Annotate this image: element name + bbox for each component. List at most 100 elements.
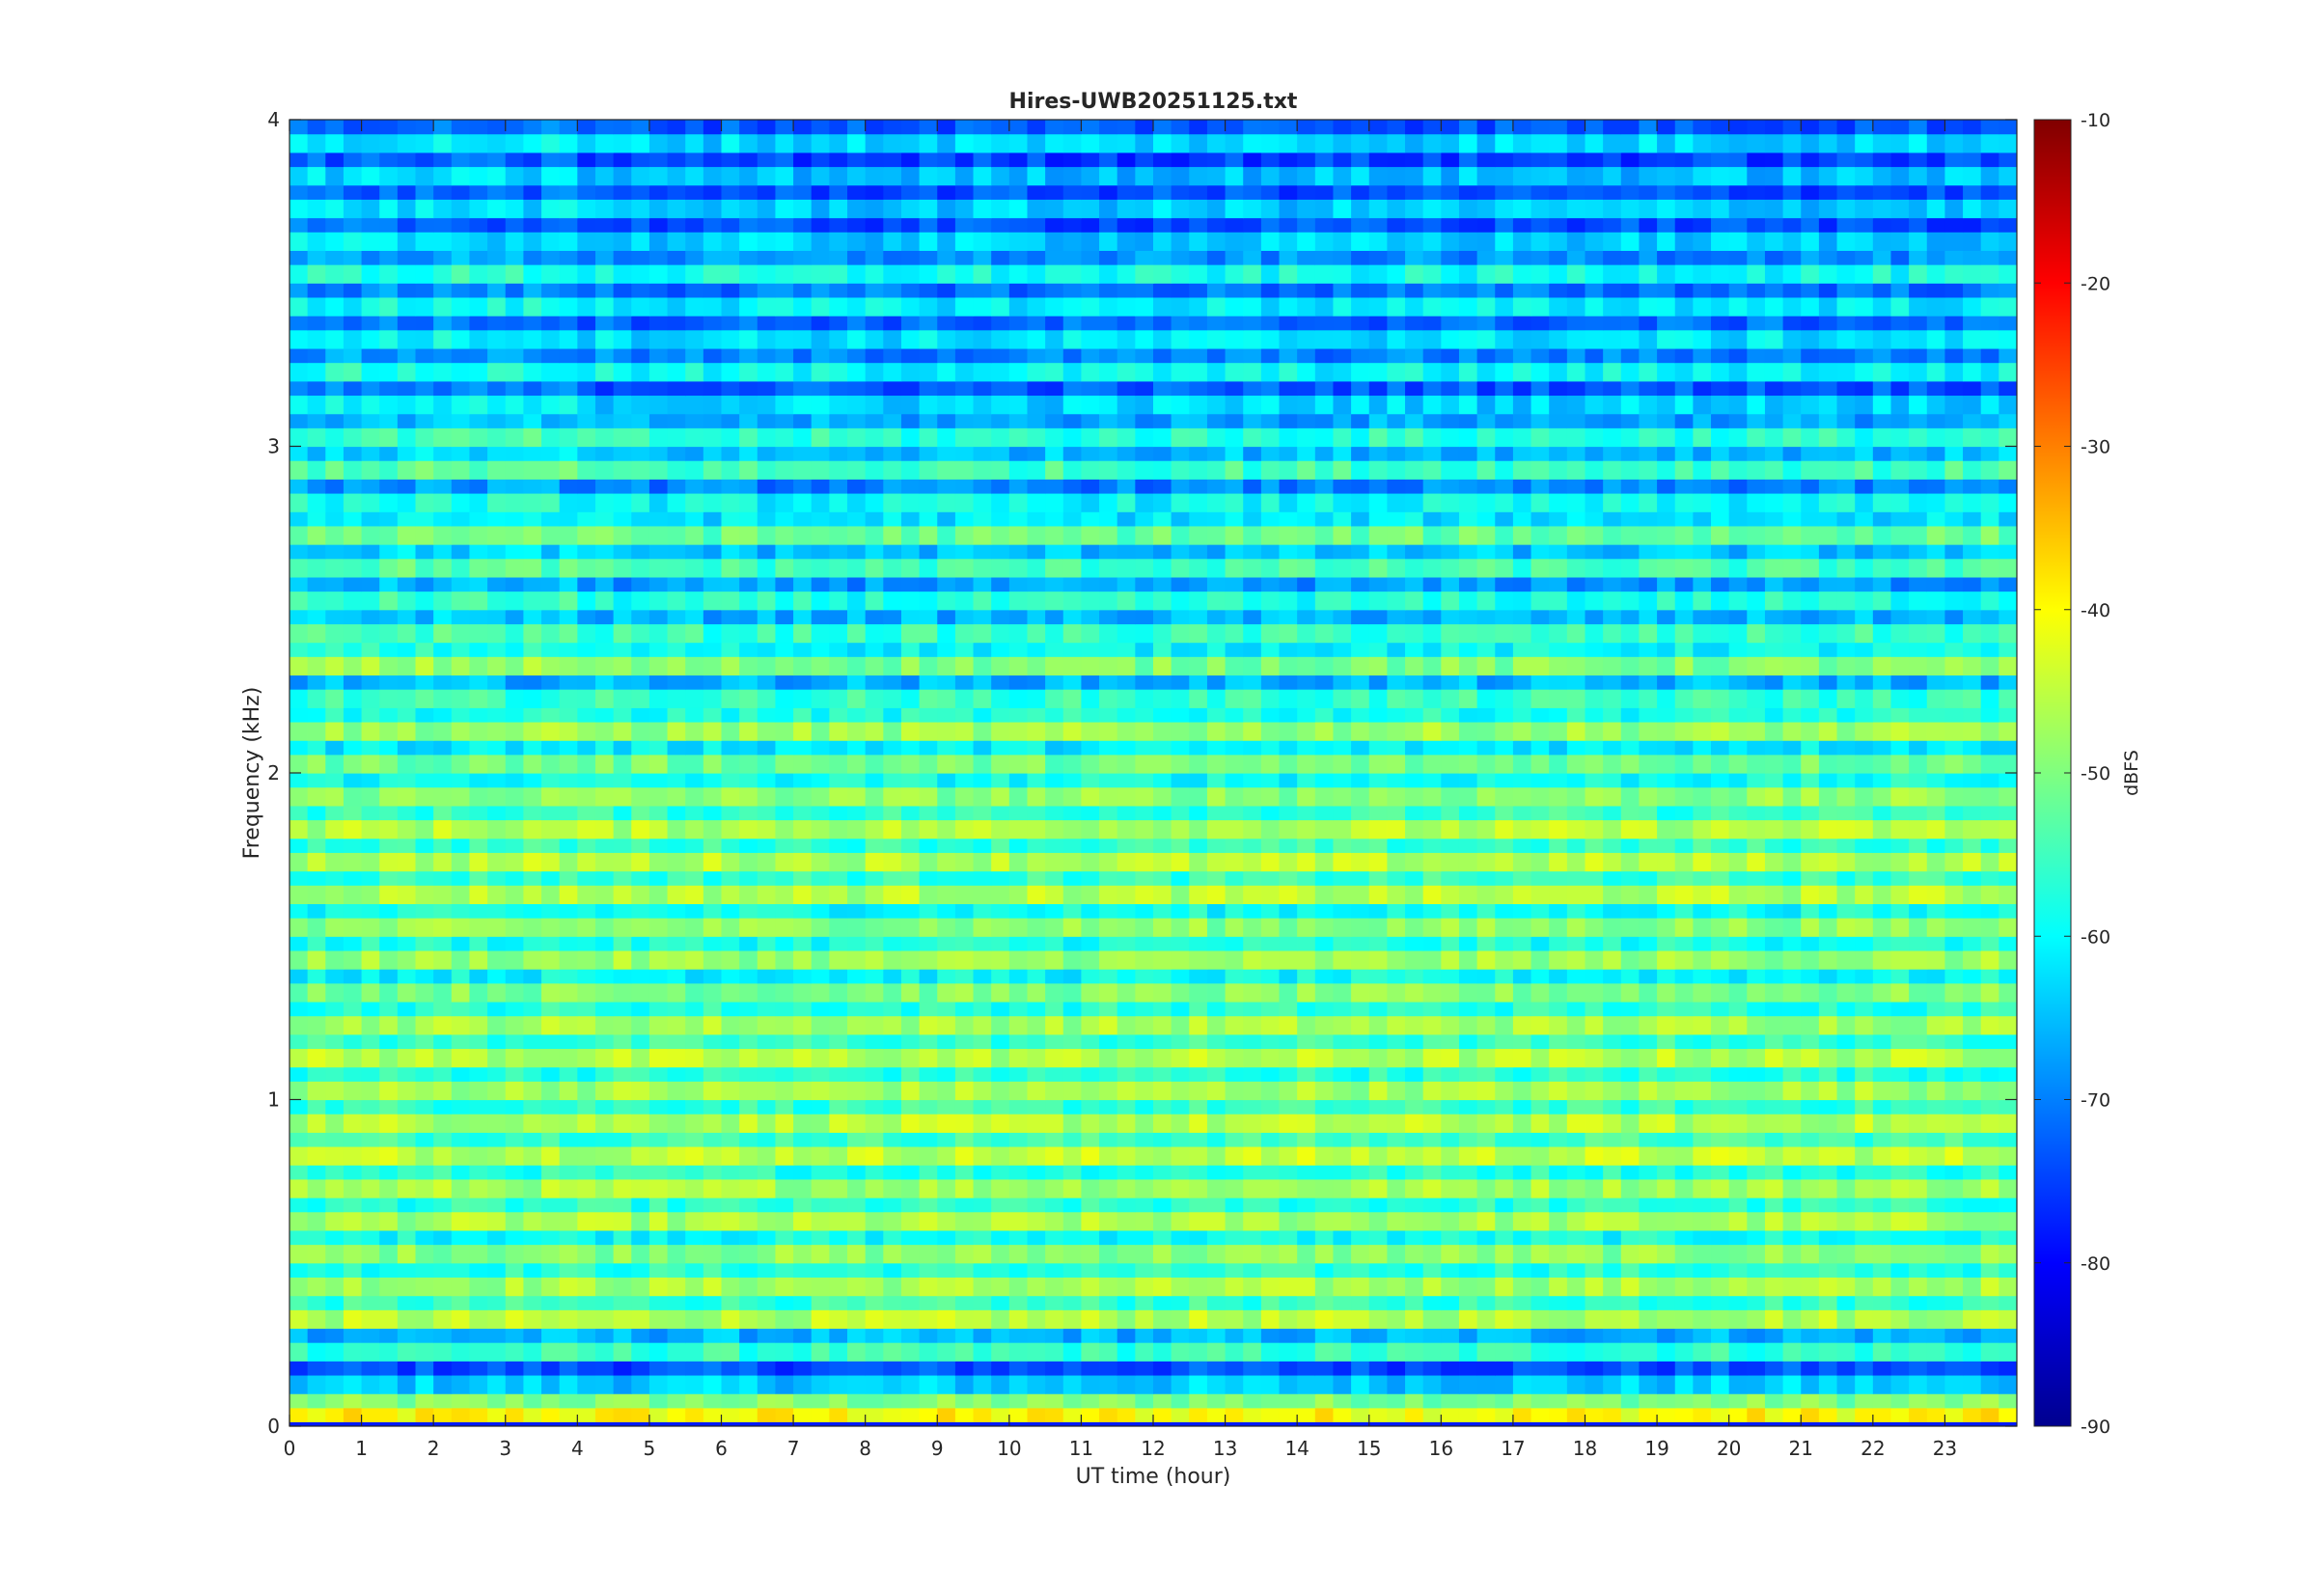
heatmap-cell bbox=[1872, 983, 1892, 1003]
heatmap-cell bbox=[1782, 936, 1802, 952]
heatmap-cell bbox=[1909, 773, 1928, 788]
heatmap-cell bbox=[559, 1165, 578, 1181]
heatmap-cell bbox=[1441, 1033, 1460, 1050]
heatmap-cell bbox=[1458, 740, 1478, 756]
heatmap-cell bbox=[451, 1016, 471, 1035]
heatmap-cell bbox=[1836, 642, 1856, 658]
heatmap-cell bbox=[1243, 1114, 1262, 1133]
heatmap-cell bbox=[1926, 722, 1946, 741]
heatmap-cell bbox=[1458, 707, 1478, 724]
heatmap-cell bbox=[469, 1132, 488, 1148]
heatmap-cell bbox=[1620, 1049, 1640, 1068]
heatmap-cell bbox=[703, 592, 723, 611]
heatmap-cell bbox=[1314, 642, 1335, 658]
heatmap-cell bbox=[721, 1001, 740, 1017]
heatmap-cell bbox=[1657, 983, 1676, 1003]
heatmap-cell bbox=[541, 1295, 561, 1311]
heatmap-cell bbox=[775, 1081, 794, 1101]
heatmap-cell bbox=[1872, 1408, 1892, 1426]
heatmap-cell bbox=[1368, 1114, 1388, 1133]
heatmap-cell bbox=[613, 1393, 632, 1409]
heatmap-cell bbox=[1333, 707, 1352, 724]
heatmap-cell bbox=[594, 918, 615, 937]
heatmap-cell bbox=[1260, 950, 1281, 970]
heatmap-cell bbox=[1153, 1309, 1172, 1330]
heatmap-cell bbox=[1045, 1393, 1064, 1409]
heatmap-cell bbox=[1476, 885, 1496, 904]
heatmap-cell bbox=[1476, 592, 1496, 611]
heatmap-cell bbox=[523, 969, 542, 984]
heatmap-cell bbox=[1099, 1277, 1118, 1297]
heatmap-cell bbox=[325, 1033, 345, 1050]
heatmap-cell bbox=[937, 773, 956, 788]
heatmap-cell bbox=[415, 1033, 434, 1050]
heatmap-cell bbox=[1926, 983, 1946, 1003]
heatmap-cell bbox=[793, 755, 813, 774]
heatmap-cell bbox=[1062, 1146, 1083, 1166]
heatmap-cell bbox=[739, 918, 758, 937]
heatmap-cell bbox=[1999, 609, 2017, 625]
heatmap-cell bbox=[451, 1114, 471, 1133]
heatmap-cell bbox=[1944, 755, 1964, 774]
heatmap-cell bbox=[1639, 609, 1658, 625]
heatmap-cell bbox=[1963, 1328, 1982, 1344]
heatmap-cell bbox=[883, 1277, 902, 1297]
heatmap-cell bbox=[991, 707, 1010, 724]
heatmap-cell bbox=[1747, 1146, 1766, 1166]
heatmap-cell bbox=[1801, 1408, 1820, 1426]
heatmap-cell bbox=[1818, 1146, 1838, 1166]
heatmap-cell bbox=[1171, 820, 1190, 839]
heatmap-cell bbox=[1171, 1165, 1190, 1181]
heatmap-cell bbox=[1008, 642, 1029, 658]
heatmap-cell bbox=[487, 852, 507, 872]
heatmap-cell bbox=[1693, 1033, 1712, 1050]
heatmap-cell bbox=[1909, 852, 1928, 872]
heatmap-cell bbox=[1674, 1375, 1694, 1394]
heatmap-cell bbox=[1297, 1146, 1316, 1166]
heatmap-cell bbox=[631, 1328, 650, 1344]
heatmap-cell bbox=[1549, 787, 1568, 807]
heatmap-cell bbox=[973, 773, 992, 788]
heatmap-cell bbox=[739, 1262, 758, 1279]
heatmap-cell bbox=[648, 642, 669, 658]
heatmap-cell bbox=[1405, 1277, 1424, 1297]
heatmap-cell bbox=[307, 1049, 326, 1068]
heatmap-cell bbox=[973, 1295, 992, 1311]
heatmap-cell bbox=[415, 1245, 434, 1264]
heatmap-cell bbox=[1926, 1016, 1946, 1035]
heatmap-cell bbox=[1225, 1328, 1244, 1344]
heatmap-cell bbox=[937, 623, 956, 644]
heatmap-cell bbox=[1189, 1328, 1208, 1344]
heatmap-cell bbox=[1279, 1001, 1298, 1017]
heatmap-cell bbox=[397, 592, 417, 611]
heatmap-cell bbox=[523, 805, 542, 821]
heatmap-cell bbox=[1243, 1016, 1262, 1035]
heatmap-cell bbox=[487, 969, 507, 984]
heatmap-cell bbox=[1909, 707, 1928, 724]
heatmap-cell bbox=[1747, 1049, 1766, 1068]
heatmap-cell bbox=[883, 1001, 902, 1017]
heatmap-cell bbox=[397, 689, 417, 708]
heatmap-cell bbox=[451, 1165, 471, 1181]
heatmap-cell bbox=[685, 642, 704, 658]
heatmap-cell bbox=[721, 787, 740, 807]
heatmap-cell bbox=[1387, 755, 1406, 774]
heatmap-cell bbox=[1135, 1245, 1154, 1264]
heatmap-cell bbox=[1657, 1361, 1676, 1377]
heatmap-cell bbox=[1639, 1342, 1658, 1362]
heatmap-cell bbox=[1764, 642, 1784, 658]
heatmap-cell bbox=[397, 1165, 417, 1181]
heatmap-cell bbox=[1117, 983, 1136, 1003]
heatmap-cell bbox=[1944, 689, 1964, 708]
heatmap-cell bbox=[1008, 722, 1029, 741]
heatmap-cell bbox=[1153, 852, 1172, 872]
heatmap-cell bbox=[1062, 1295, 1083, 1311]
heatmap-cell bbox=[1279, 707, 1298, 724]
heatmap-cell bbox=[1890, 656, 1910, 676]
heatmap-cell bbox=[1027, 609, 1046, 625]
heatmap-cell bbox=[1980, 1146, 1999, 1166]
heatmap-cell bbox=[1422, 838, 1442, 854]
heatmap-cell bbox=[594, 707, 615, 724]
heatmap-cell bbox=[1999, 1016, 2017, 1035]
heatmap-cell bbox=[811, 1277, 830, 1297]
